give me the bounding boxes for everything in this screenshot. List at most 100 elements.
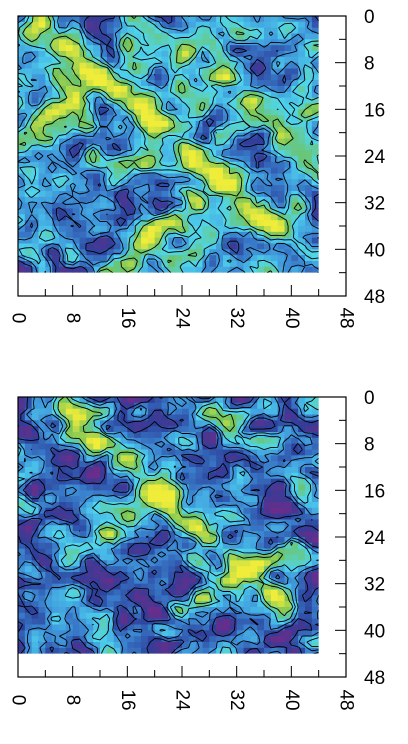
heatmap-cell — [18, 525, 26, 532]
heatmap-cell — [291, 519, 299, 526]
heatmap-cell — [147, 97, 156, 105]
heatmap-cell — [59, 478, 67, 486]
heatmap-cell — [250, 97, 258, 105]
heatmap-cell — [209, 630, 217, 637]
heatmap-cell — [264, 231, 272, 239]
heatmap-cell — [223, 647, 231, 654]
heatmap-cell — [134, 191, 142, 198]
heatmap-cell — [141, 490, 149, 497]
heatmap-cell — [277, 86, 286, 93]
heatmap-cell — [277, 461, 286, 468]
heatmap-cell — [202, 624, 210, 631]
heatmap-cell — [127, 21, 135, 29]
heatmap-cell — [277, 490, 286, 497]
heatmap-cell — [38, 231, 46, 239]
heatmap-cell — [182, 126, 190, 134]
heatmap-cell — [195, 185, 204, 192]
heatmap-cell — [291, 432, 299, 439]
heatmap-cell — [305, 537, 313, 544]
heatmap-cell — [52, 56, 60, 64]
heatmap-cell — [59, 443, 67, 451]
heatmap-cell — [257, 27, 265, 35]
heatmap-cell — [161, 150, 169, 157]
heatmap-cell — [134, 103, 142, 110]
heatmap-cell — [216, 214, 224, 221]
heatmap-cell — [243, 647, 251, 654]
heatmap-cell — [168, 513, 176, 521]
heatmap-cell — [100, 467, 108, 474]
heatmap-cell — [141, 33, 149, 40]
heatmap-cell — [209, 138, 217, 145]
heatmap-cell — [168, 560, 176, 567]
heatmap-cell — [134, 414, 142, 421]
heatmap-cell — [100, 91, 108, 99]
heatmap-cell — [236, 478, 245, 486]
heatmap-cell — [113, 196, 122, 204]
heatmap-cell — [31, 255, 40, 262]
heatmap-cell — [59, 161, 67, 169]
heatmap-cell — [147, 507, 156, 515]
heatmap-cell — [106, 554, 115, 561]
heatmap-cell — [100, 548, 108, 556]
heatmap-cell — [311, 103, 319, 110]
heatmap-cell — [284, 91, 292, 99]
heatmap-cell — [72, 179, 81, 186]
heatmap-cell — [195, 237, 204, 245]
heatmap-cell — [175, 74, 183, 81]
heatmap-cell — [175, 138, 183, 145]
heatmap-cell — [298, 525, 306, 532]
heatmap-cell — [31, 455, 40, 462]
heatmap-cell — [18, 595, 26, 602]
heatmap-cell — [134, 68, 142, 75]
heatmap-cell — [175, 185, 183, 192]
heatmap-cell — [291, 196, 299, 204]
heatmap-cell — [229, 144, 238, 151]
heatmap-cell — [120, 560, 128, 567]
heatmap-cell — [250, 27, 258, 35]
heatmap-cell — [168, 86, 176, 93]
heatmap-cell — [264, 572, 272, 579]
heatmap-cell — [229, 45, 238, 52]
heatmap-cell — [86, 51, 94, 58]
heatmap-cell — [195, 432, 204, 439]
heatmap-cell — [18, 566, 26, 573]
heatmap-cell — [141, 414, 149, 421]
heatmap-cell — [93, 502, 101, 509]
heatmap-cell — [59, 513, 67, 521]
heatmap-cell — [182, 261, 190, 268]
heatmap-cell — [38, 589, 46, 596]
heatmap-cell — [93, 173, 101, 180]
heatmap-cell — [154, 537, 163, 544]
heatmap-cell — [106, 519, 115, 526]
heatmap-cell — [59, 490, 67, 497]
heatmap-cell — [168, 156, 176, 163]
heatmap-cell — [182, 554, 190, 561]
heatmap-cell — [236, 490, 245, 497]
heatmap-cell — [120, 27, 128, 35]
heatmap-cell — [31, 208, 40, 215]
heatmap-cell — [311, 589, 319, 596]
heatmap-cell — [45, 601, 53, 608]
heatmap-cell — [18, 109, 26, 116]
heatmap-cell — [202, 266, 210, 273]
heatmap-cell — [141, 150, 149, 157]
heatmap-cell — [59, 115, 67, 122]
heatmap-cell — [154, 103, 163, 110]
heatmap-cell — [188, 80, 197, 87]
heatmap-cell — [59, 16, 67, 23]
heatmap-cell — [59, 572, 67, 579]
heatmap-cell — [298, 577, 306, 585]
heatmap-cell — [175, 583, 183, 591]
heatmap-cell — [291, 589, 299, 596]
heatmap-cell — [59, 537, 67, 544]
heatmap-cell — [277, 231, 286, 239]
heatmap-cell — [257, 560, 265, 567]
heatmap-cell — [24, 16, 33, 23]
heatmap-cell — [45, 624, 53, 631]
heatmap-cell — [264, 196, 272, 204]
heatmap-cell — [298, 33, 306, 40]
heatmap-cell — [311, 478, 319, 486]
heatmap-cell — [257, 237, 265, 245]
heatmap-cell — [229, 601, 238, 608]
heatmap-cell — [270, 27, 279, 35]
